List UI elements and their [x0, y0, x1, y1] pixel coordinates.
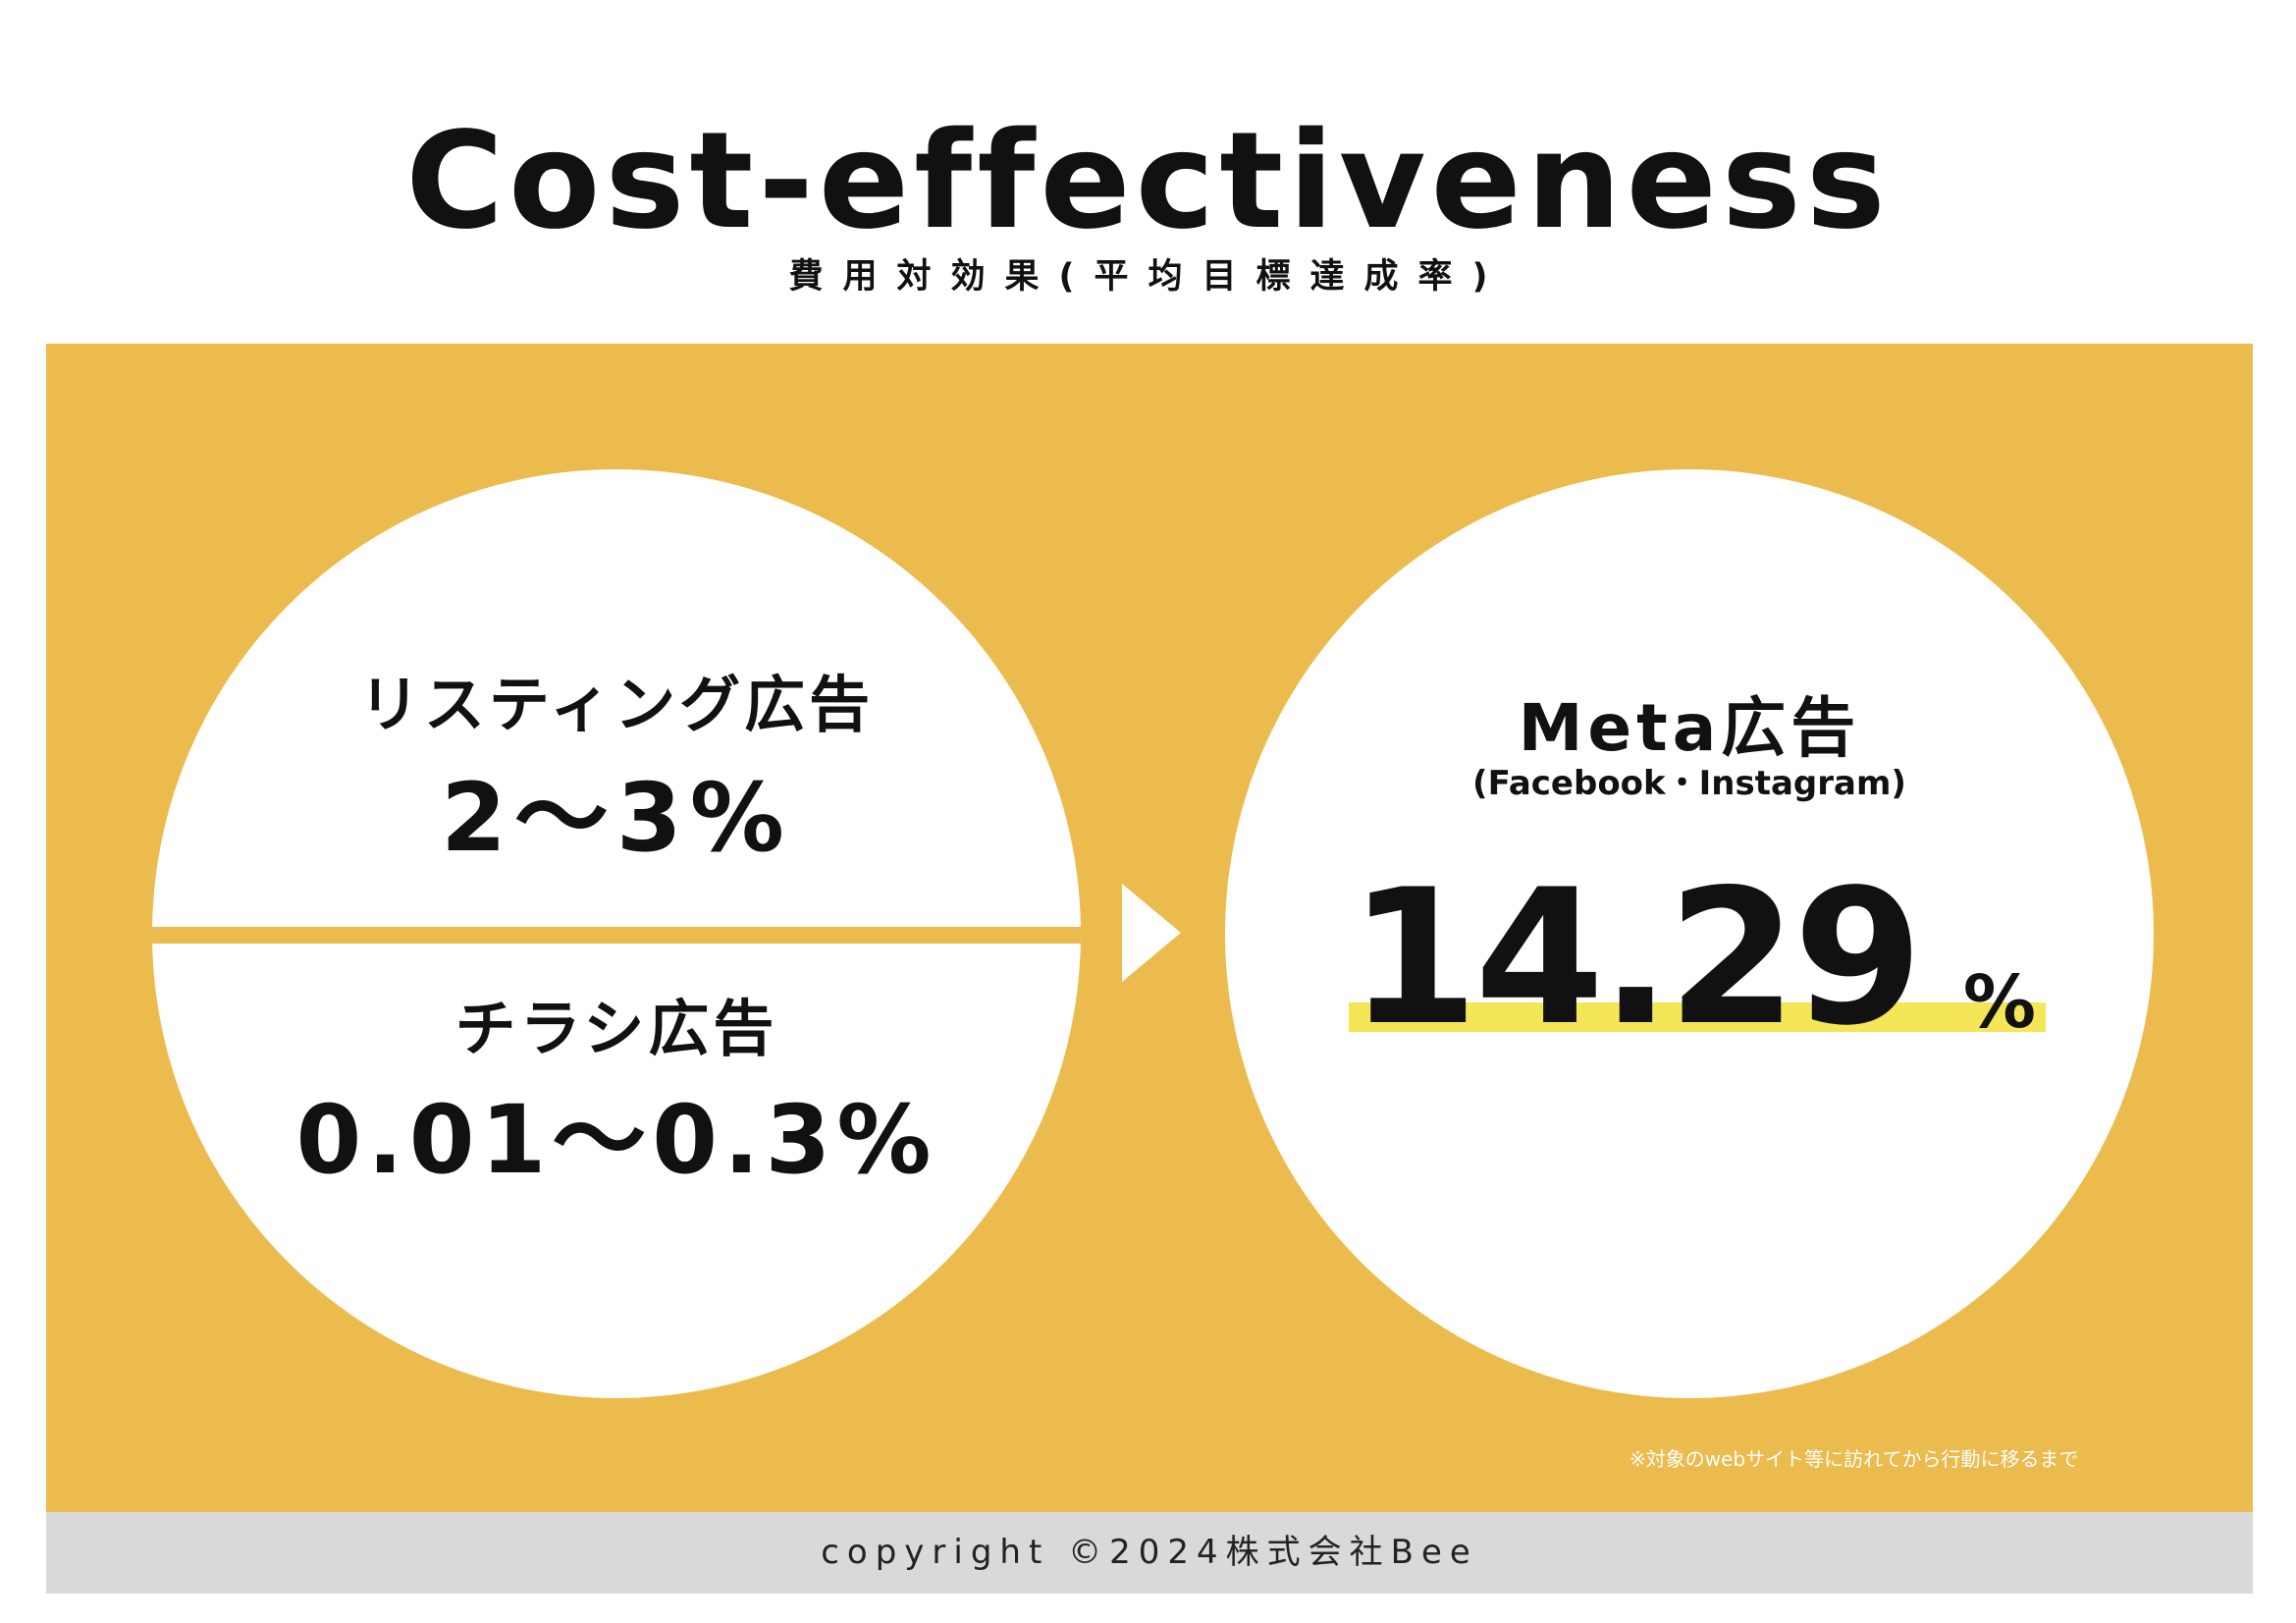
flyer-ad-label: チラシ広告: [454, 993, 778, 1064]
comparison-circle-left: リスティング広告 2～3% チラシ広告 0.01～0.3%: [152, 469, 1081, 1398]
footnote: ※対象のwebサイト等に訪れてから行動に移るまで: [1629, 1447, 2079, 1471]
circle-divider: [152, 927, 1081, 944]
value-highlight-bar: [1349, 1002, 2046, 1032]
page-subtitle: 費用対効果(平均目標達成率): [788, 257, 1508, 297]
flyer-ad-value: 0.01～0.3%: [295, 1085, 937, 1195]
footer-bar: copyright ©2024株式会社Bee: [46, 1512, 2253, 1594]
meta-ad-value: 14.29: [1349, 849, 1923, 1066]
comparison-circle-right: Meta広告 (Facebook・Instagram) 14.29 %: [1225, 469, 2154, 1398]
meta-ad-value-block: 14.29 %: [1349, 865, 2046, 1052]
copyright-text: copyright ©2024株式会社Bee: [821, 1533, 1478, 1572]
arrow-right-icon: [1122, 884, 1181, 982]
meta-ad-unit: %: [1962, 960, 2036, 1045]
meta-ad-sublabel: (Facebook・Instagram): [1472, 764, 1906, 803]
listing-ad-value: 2～3%: [441, 763, 792, 873]
page-title: Cost-effectiveness: [405, 104, 1891, 259]
listing-ad-label: リスティング広告: [358, 669, 875, 740]
meta-ad-label: Meta広告: [1518, 690, 1861, 766]
